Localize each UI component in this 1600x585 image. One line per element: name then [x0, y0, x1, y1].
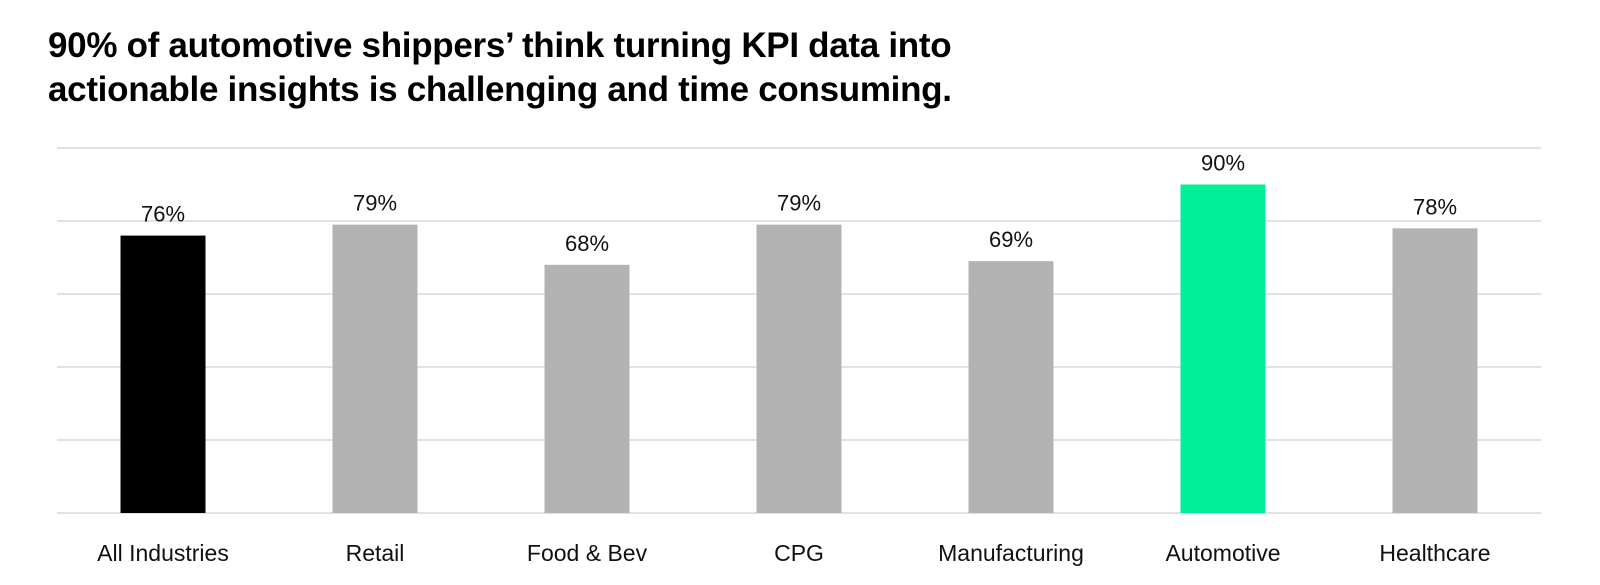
data-label: 90% — [1201, 151, 1245, 176]
category-label: All Industries — [97, 540, 229, 566]
bar-food-bev — [544, 264, 630, 513]
category-label: Automotive — [1165, 540, 1280, 566]
bar-all-industries — [120, 235, 206, 513]
category-label: Healthcare — [1379, 540, 1490, 566]
category-label: Manufacturing — [938, 540, 1084, 566]
data-labels: 76% 79% 68% 79% 69% 90% 78% — [141, 151, 1457, 256]
chart-title: 90% of automotive shippers’ think turnin… — [48, 24, 952, 112]
data-label: 76% — [141, 202, 185, 227]
data-label: 69% — [989, 227, 1033, 252]
category-label: CPG — [774, 540, 824, 566]
category-label: Retail — [346, 540, 405, 566]
chart-title-line-1: 90% of automotive shippers’ think turnin… — [48, 26, 952, 65]
data-label: 78% — [1413, 194, 1457, 219]
bar-automotive — [1180, 184, 1266, 513]
bar-cpg — [756, 224, 842, 513]
data-label: 79% — [353, 191, 397, 216]
bar-manufacturing — [968, 261, 1054, 513]
chart-title-line-2: actionable insights is challenging and t… — [48, 70, 952, 109]
bar-healthcare — [1392, 228, 1478, 514]
category-labels: All Industries Retail Food & Bev CPG Manufac… — [97, 540, 1490, 566]
data-label: 68% — [565, 231, 609, 256]
bar-retail — [332, 224, 418, 513]
data-label: 79% — [777, 191, 821, 216]
category-label: Food & Bev — [527, 540, 648, 566]
bars — [120, 184, 1478, 514]
